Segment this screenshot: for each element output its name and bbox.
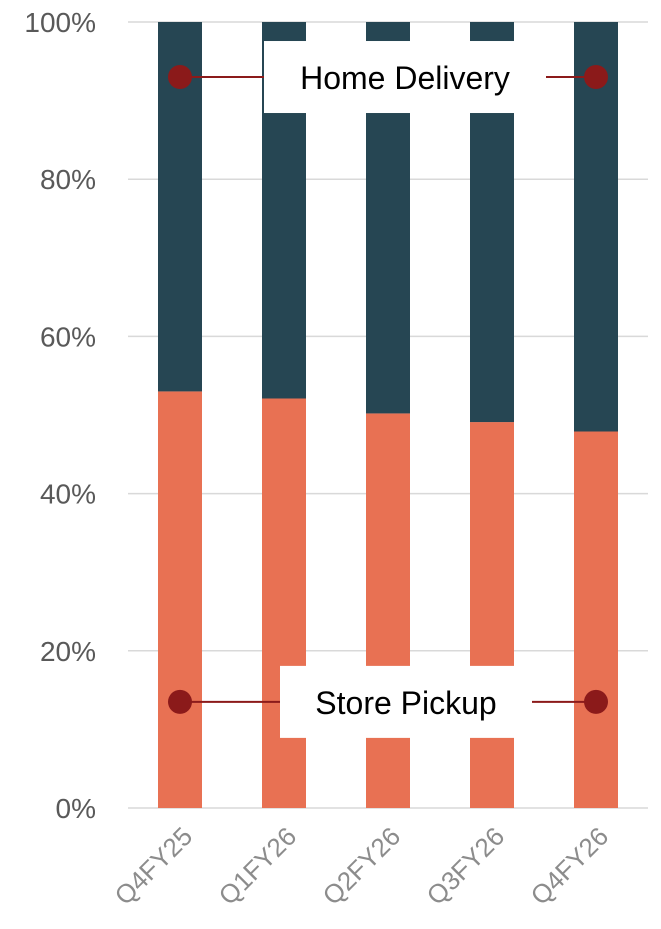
y-tick-label: 100% — [24, 7, 96, 38]
x-category-label: Q4FY26 — [525, 821, 615, 911]
bar-store-pickup-q4fy26 — [574, 431, 618, 808]
series-label-home-delivery: Home Delivery — [300, 60, 510, 96]
bar-home-delivery-q4fy26 — [574, 22, 618, 432]
annotation-box-home-delivery — [264, 41, 546, 114]
x-category-label: Q3FY26 — [421, 821, 511, 911]
y-tick-label: 40% — [40, 479, 96, 510]
annotation-box-store-pickup — [280, 665, 532, 738]
x-category-label: Q2FY26 — [317, 821, 407, 911]
annotation-marker-home-delivery — [168, 65, 192, 90]
bar-store-pickup-q1fy26 — [262, 398, 306, 808]
x-category-label: Q4FY25 — [109, 821, 199, 911]
bar-store-pickup-q3fy26 — [470, 422, 514, 808]
series-label-store-pickup: Store Pickup — [315, 685, 496, 721]
series-annotations: Home Delivery Store Pickup — [168, 41, 608, 738]
bars — [158, 22, 618, 808]
annotation-marker-home-delivery — [584, 65, 608, 90]
y-tick-label: 0% — [56, 793, 96, 824]
y-tick-label: 80% — [40, 164, 96, 195]
annotation-marker-store-pickup — [168, 689, 192, 714]
bar-store-pickup-q4fy25 — [158, 391, 202, 808]
y-axis-ticks: 0% 20% 40% 60% 80% 100% — [24, 7, 96, 824]
x-category-label: Q1FY26 — [213, 821, 303, 911]
bar-store-pickup-q2fy26 — [366, 413, 410, 808]
y-tick-label: 60% — [40, 321, 96, 352]
y-tick-label: 20% — [40, 636, 96, 667]
annotation-marker-store-pickup — [584, 689, 608, 714]
x-axis-categories: Q4FY25 Q1FY26 Q2FY26 Q3FY26 Q4FY26 — [109, 821, 615, 911]
